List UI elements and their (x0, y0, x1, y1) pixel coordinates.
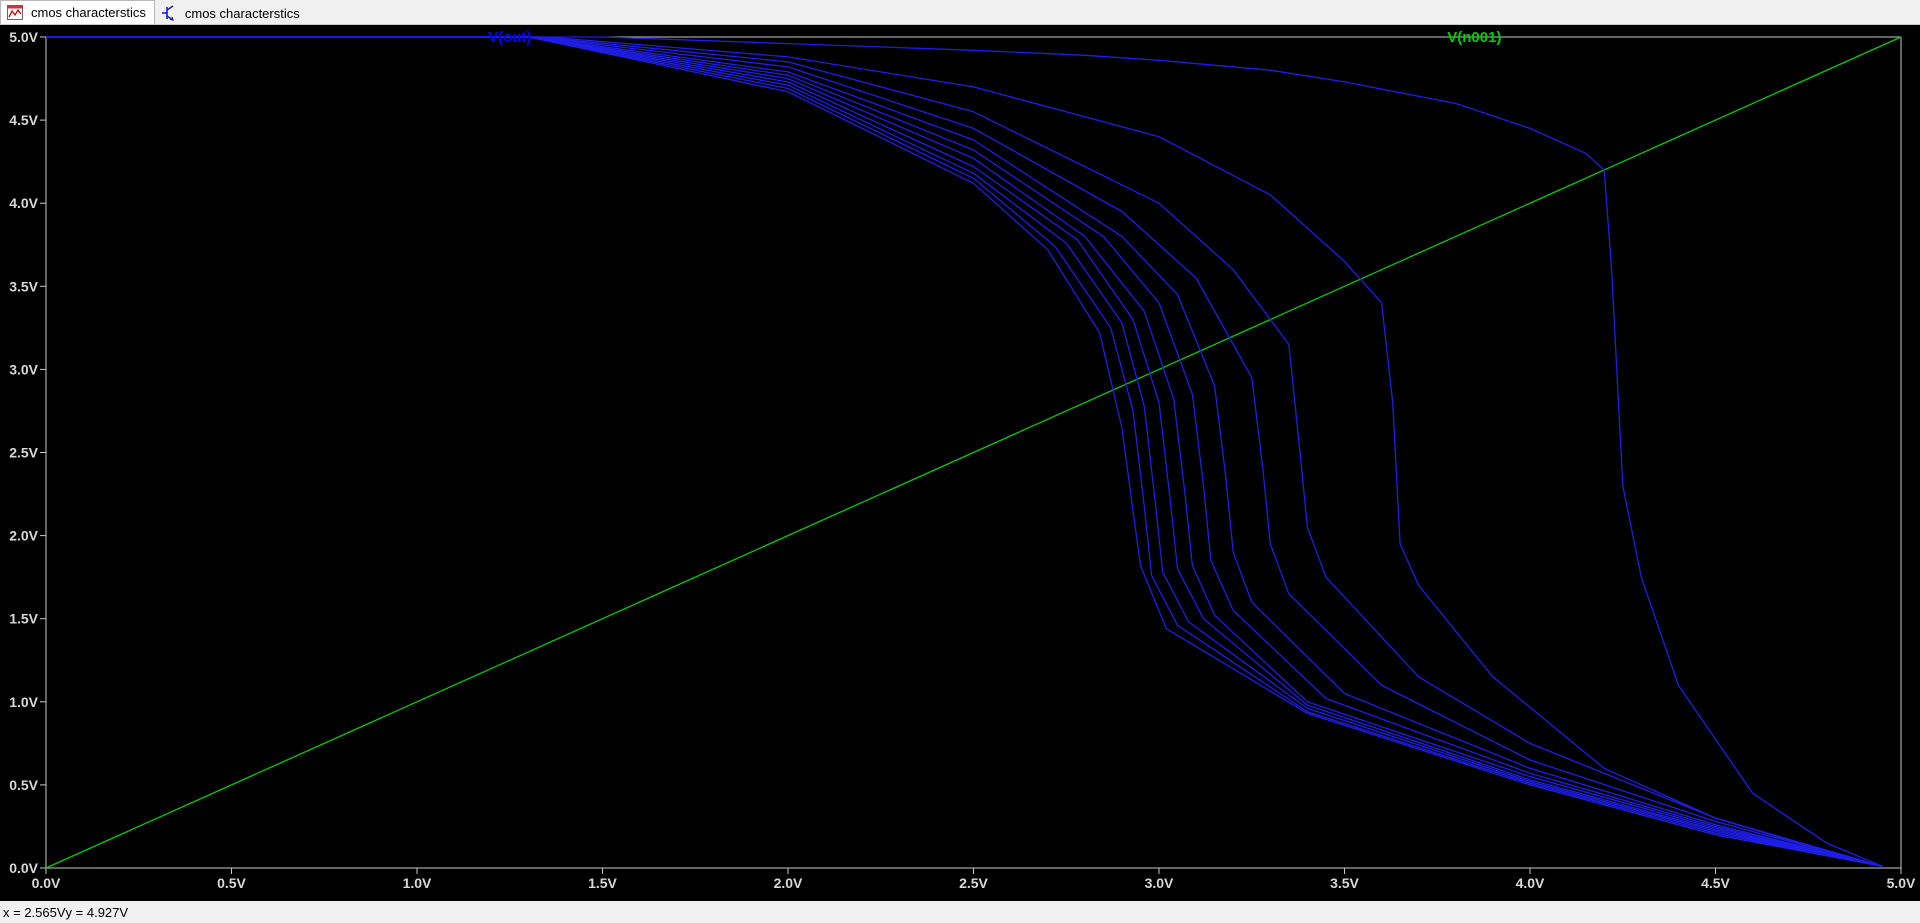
tab-waveform-label: cmos characterstics (31, 5, 146, 20)
y-tick-label: 2.5V (9, 445, 38, 461)
y-tick-label: 3.5V (9, 278, 38, 294)
y-tick-label: 4.5V (9, 112, 38, 128)
x-tick-label: 2.0V (774, 875, 803, 891)
series-line-v-n001 (45, 36, 1902, 869)
vout-sweep-line-6 (46, 36, 1883, 867)
tab-waveform[interactable]: cmos characterstics (0, 0, 155, 24)
y-tick-label: 0.0V (9, 860, 38, 876)
vout-sweep-line-8 (46, 36, 1883, 867)
legend-label: V(out) (488, 29, 531, 46)
legend-label: V(n001) (1447, 29, 1501, 46)
cursor-x-readout: x = 2.565V (3, 905, 66, 920)
y-tick-label: 2.0V (9, 528, 38, 544)
vout-sweep-line-10 (46, 36, 1883, 867)
y-tick-label: 4.0V (9, 195, 38, 211)
x-tick-label: 2.5V (959, 875, 988, 891)
vout-sweep-line-2 (46, 36, 1883, 867)
vout-sweep-line-7 (46, 36, 1883, 867)
vout-sweep-line-1 (46, 36, 1883, 867)
y-tick-label: 1.0V (9, 694, 38, 710)
x-tick-label: 3.5V (1330, 875, 1359, 891)
x-tick-label: 3.0V (1145, 875, 1174, 891)
tab-schematic-label: cmos characterstics (184, 5, 300, 21)
cursor-y-readout: y = 4.927V (65, 905, 129, 920)
vout-sweep-line-11 (46, 36, 1883, 867)
x-tick-label: 4.5V (1701, 875, 1730, 891)
schematic-icon (161, 5, 179, 21)
y-tick-label: 3.0V (9, 361, 38, 377)
vout-sweep-line-9 (46, 36, 1883, 867)
y-tick-label: 1.5V (9, 611, 38, 627)
waveform-plot[interactable]: 0.0V 0.5V 1.0V 1.5V 2.0V 2.5V 3.0V 3.5V 4.0V 4.5V… (0, 25, 1920, 901)
x-tick-label: 1.5V (588, 875, 617, 891)
waveform-icon (7, 4, 25, 21)
tab-bar: cmos characterstics cmos characterstics (0, 0, 1920, 25)
x-tick-label: 1.0V (403, 875, 432, 891)
x-tick-label: 0.5V (217, 875, 246, 891)
x-tick-label: 4.0V (1516, 875, 1545, 891)
plot-pane[interactable]: 0.0V 0.5V 1.0V 1.5V 2.0V 2.5V 3.0V 3.5V 4.0V 4.5V… (0, 25, 1920, 901)
x-tick-label: 5.0V (1887, 875, 1916, 891)
status-bar: x = 2.565V y = 4.927V (0, 902, 1920, 923)
tab-schematic[interactable]: cmos characterstics (155, 2, 308, 24)
y-tick-label: 0.5V (9, 777, 38, 793)
vout-sweep-line-3 (46, 36, 1883, 867)
vout-sweep-line-4 (46, 36, 1883, 867)
x-tick-label: 0.0V (32, 875, 61, 891)
y-tick-label: 5.0V (9, 29, 38, 45)
vout-sweep-line-5 (46, 36, 1883, 867)
